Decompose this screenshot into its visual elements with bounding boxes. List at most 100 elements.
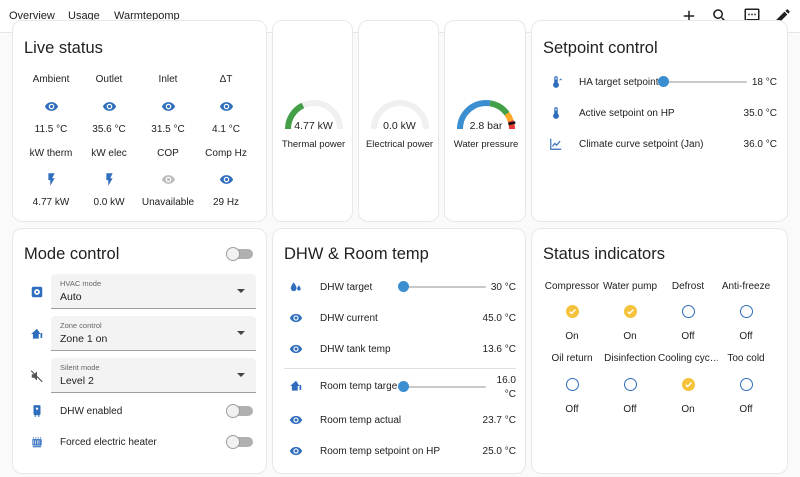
chevron-down-icon (237, 331, 245, 335)
mode-control-title: Mode control (24, 245, 120, 263)
gauge-needle (508, 121, 516, 126)
room-temp-target-unit: °C (504, 389, 516, 400)
water-boiler-icon (33, 405, 41, 417)
dhw-enabled-toggle[interactable] (226, 404, 253, 418)
status-indicator-state: On (565, 331, 579, 342)
circle-outline-icon[interactable] (682, 305, 695, 318)
status-indicators-card: Status indicators Compressor On Water pump… (531, 228, 788, 474)
hvac-mode-value: Auto (60, 291, 82, 303)
circle-outline-icon[interactable] (566, 378, 579, 391)
dhw-current-label: DHW current (320, 313, 378, 324)
flash-icon[interactable] (44, 172, 59, 187)
circle-outline-icon[interactable] (740, 378, 753, 391)
gauge-track (371, 100, 429, 130)
ha-target-setpoint-slider[interactable] (663, 81, 747, 83)
live-status-card: Live status Ambient 11.5 °C Outlet 35.6 °C I… (12, 20, 267, 222)
live-status-label: kW elec (91, 148, 127, 159)
eye-icon[interactable] (161, 172, 176, 187)
flash-icon[interactable] (102, 172, 117, 187)
chat-icon[interactable] (743, 7, 761, 25)
pencil-icon[interactable] (774, 7, 792, 25)
tab-usage[interactable]: Usage (68, 10, 100, 22)
eye-icon[interactable] (219, 99, 234, 114)
active-setpoint-label: Active setpoint on HP (579, 108, 675, 119)
eye-icon[interactable] (102, 99, 117, 114)
zone-control-label: Zone control (60, 321, 102, 330)
check-circle-icon[interactable] (566, 305, 579, 318)
ha-target-setpoint-thumb[interactable] (658, 76, 669, 87)
eye-icon (289, 446, 303, 456)
status-indicator-label: Oil return (551, 353, 593, 364)
dhw-target-value: 30 °C (490, 282, 516, 293)
status-indicators-title: Status indicators (543, 245, 665, 263)
hvac-mode-select[interactable]: HVAC mode Auto (51, 274, 256, 309)
live-status-value: 29 Hz (212, 197, 240, 208)
eye-icon[interactable] (161, 99, 176, 114)
thermal-power-card[interactable]: 4.77 kW Thermal power (272, 20, 353, 222)
check-circle-icon[interactable] (682, 378, 695, 391)
water-icon (290, 282, 301, 292)
status-indicator-state: Off (739, 404, 753, 415)
room-temp-target-label: Room temp targe… (320, 381, 408, 392)
gauge-segment (504, 111, 514, 123)
forced-electric-heater-toggle[interactable] (226, 435, 253, 449)
silent-mode-select[interactable]: Silent mode Level 2 (51, 358, 256, 393)
room-temp-target-thumb[interactable] (398, 381, 409, 392)
mode-control-card: Mode control HVAC mode Auto Zone control… (12, 228, 267, 474)
water-pressure-card[interactable]: 2.8 bar Water pressure (444, 20, 526, 222)
thermal-power-gauge (285, 100, 343, 130)
gauge-segment (489, 100, 510, 116)
electrical-power-label: Electrical power (365, 139, 434, 150)
dhw-tank-temp-label: DHW tank temp (320, 344, 391, 355)
live-status-label: Ambient (32, 74, 70, 85)
circle-outline-icon[interactable] (624, 378, 637, 391)
check-circle-icon[interactable] (624, 305, 637, 318)
divider (284, 368, 516, 369)
chevron-down-icon (237, 289, 245, 293)
electrical-power-card[interactable]: 0.0 kW Electrical power (358, 20, 439, 222)
setpoint-control-card: Setpoint control HA target setpoint 18 °… (531, 20, 788, 222)
live-status-label: Comp Hz (205, 148, 247, 159)
search-icon[interactable] (711, 7, 729, 25)
setpoint-control-title: Setpoint control (543, 39, 658, 57)
ha-target-setpoint-label: HA target setpoint (579, 77, 659, 88)
dhw-current-value: 45.0 °C (482, 313, 516, 324)
hvac-icon (31, 286, 43, 298)
live-status-label: Outlet (95, 74, 123, 85)
thermometer-icon (553, 107, 559, 119)
forced-electric-heater-label: Forced electric heater (60, 437, 157, 448)
gauge-segment (507, 120, 515, 130)
dhw-tank-temp-value: 13.6 °C (482, 344, 516, 355)
dhw-target-label: DHW target (320, 282, 373, 293)
dhw-target-slider[interactable] (403, 286, 486, 288)
live-status-value: 4.1 °C (212, 124, 240, 135)
live-status-value: 35.6 °C (92, 124, 126, 135)
hvac-mode-label: HVAC mode (60, 279, 102, 288)
status-indicator-state: On (681, 404, 695, 415)
eye-icon[interactable] (44, 99, 59, 114)
eye-icon (289, 313, 303, 323)
status-indicator-label: Disinfection (604, 353, 656, 364)
home-thermometer-icon (290, 380, 302, 391)
eye-icon[interactable] (219, 172, 234, 187)
climate-curve-value: 36.0 °C (743, 139, 777, 150)
climate-curve-label: Climate curve setpoint (Jan) (579, 139, 704, 150)
silent-mode-value: Level 2 (60, 375, 94, 387)
room-temp-setpoint-label: Room temp setpoint on HP (320, 446, 441, 457)
home-thermometer-icon (31, 328, 43, 339)
live-status-label: ΔT (219, 74, 233, 85)
circle-outline-icon[interactable] (740, 305, 753, 318)
status-indicator-state: On (623, 331, 637, 342)
live-status-label: COP (157, 148, 179, 159)
room-temp-target-slider[interactable] (403, 386, 486, 388)
plus-icon[interactable] (680, 7, 698, 25)
mode-control-toggle[interactable] (226, 247, 253, 261)
zone-control-select[interactable]: Zone control Zone 1 on (51, 316, 256, 351)
thermal-power-label: Thermal power (281, 139, 346, 150)
dhw-target-thumb[interactable] (398, 281, 409, 292)
chevron-down-icon (237, 373, 245, 377)
status-indicator-label: Water pump (602, 281, 658, 292)
live-status-value: 4.77 kW (32, 197, 70, 208)
tab-overview[interactable]: Overview (9, 10, 55, 22)
ha-target-setpoint-value: 18 °C (751, 77, 777, 88)
